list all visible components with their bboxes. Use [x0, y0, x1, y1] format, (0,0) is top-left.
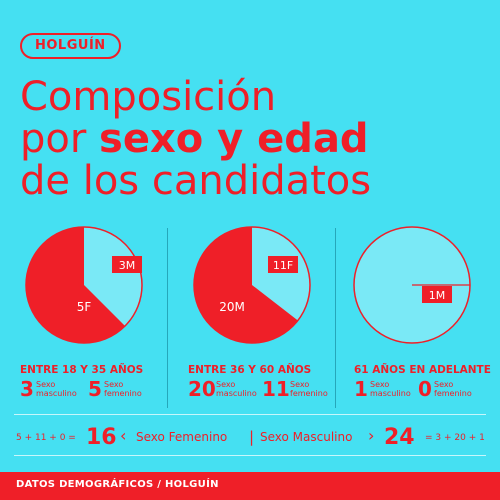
pie-label-box — [422, 286, 452, 303]
main-panel: HOLGUÍN Composición por sexo y edad de l… — [0, 0, 500, 472]
female-count: 0 — [418, 377, 432, 401]
title-line-3: de los candidatos — [20, 158, 372, 204]
title-line-2-bold: sexo y edad — [99, 116, 369, 162]
pie-label-box — [268, 256, 298, 273]
age-group-title: ENTRE 36 Y 60 AÑOS — [188, 364, 312, 376]
female-label: Sexo femenino — [290, 380, 328, 398]
pie-outer-label: 1M — [429, 289, 446, 302]
pie-inner-label: 5F — [77, 300, 92, 314]
separator-line — [14, 455, 486, 456]
female-label: Sexo femenino — [434, 380, 472, 398]
pie-slice-male — [194, 227, 298, 343]
pie-outer-label: 11F — [273, 259, 293, 272]
footer-bar: DATOS DEMOGRÁFICOS / HOLGUÍN — [0, 472, 500, 500]
column-divider — [335, 228, 336, 408]
female-count: 5 — [88, 377, 102, 401]
region-badge: HOLGUÍN — [20, 33, 121, 59]
column-divider — [167, 228, 168, 408]
title-line-2-prefix: por — [20, 116, 100, 162]
male-arrow-icon: › — [368, 426, 375, 445]
female-label: Sexo femenino — [104, 380, 142, 398]
age-group-title: ENTRE 18 Y 35 AÑOS — [20, 364, 144, 376]
male-count: 20 — [188, 377, 216, 401]
pie-slice-female — [26, 227, 126, 343]
male-label: Sexo masculino — [36, 380, 77, 398]
age-group-title: 61 AÑOS EN ADELANTE — [354, 364, 491, 376]
male-count: 1 — [354, 377, 368, 401]
totals-divider: | — [249, 428, 255, 446]
pie-inner-label: 20M — [219, 300, 245, 314]
female-total-label: Sexo Femenino — [136, 430, 228, 444]
female-total: 16 — [86, 425, 117, 450]
male-count: 3 — [20, 377, 34, 401]
pie-outer-label: 3M — [119, 259, 136, 272]
male-total-label: Sexo Masculino — [260, 430, 353, 444]
female-formula: 5 + 11 + 0 = — [16, 433, 76, 443]
pie-label-box — [112, 256, 142, 273]
separator-line — [14, 414, 486, 415]
male-total: 24 — [384, 425, 415, 450]
female-count: 11 — [262, 377, 290, 401]
male-label: Sexo masculino — [370, 380, 411, 398]
male-formula: = 3 + 20 + 1 — [425, 433, 485, 443]
female-arrow-icon: ‹ — [120, 426, 127, 445]
male-label: Sexo masculino — [216, 380, 257, 398]
title-line-2: por sexo y edad — [20, 116, 369, 162]
title-line-1: Composición — [20, 74, 277, 120]
pie-charts: 3M 5F 11F 20M 1M — [25, 226, 471, 344]
footer-text: DATOS DEMOGRÁFICOS / HOLGUÍN — [16, 479, 219, 490]
